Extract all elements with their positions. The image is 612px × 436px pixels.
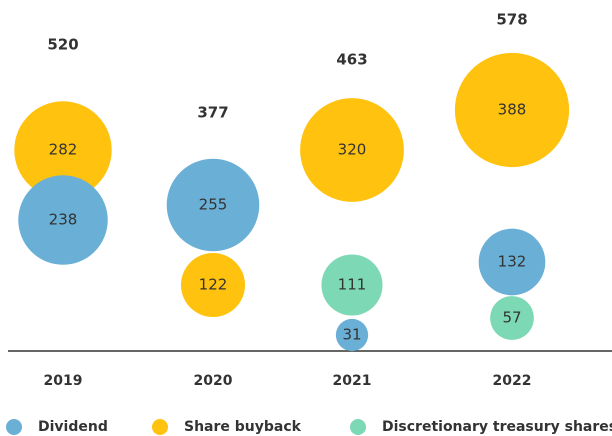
value-label: 132 <box>498 253 527 271</box>
value-label: 57 <box>502 309 521 327</box>
legend-swatch <box>350 419 366 435</box>
bubble <box>335 318 369 352</box>
bubble <box>14 101 112 199</box>
total-label: 520 <box>47 36 78 54</box>
value-label: 255 <box>199 196 228 214</box>
value-label: 122 <box>199 276 228 294</box>
value-label: 238 <box>49 211 78 229</box>
bubble <box>490 296 534 340</box>
bubble <box>321 254 383 316</box>
value-label: 388 <box>498 101 527 119</box>
legend-label: Dividend <box>38 419 108 435</box>
bubble <box>166 158 260 252</box>
total-label: 377 <box>197 104 228 122</box>
legend-swatch <box>6 419 22 435</box>
bubble <box>18 175 108 265</box>
x-tick-label: 2019 <box>44 373 83 389</box>
legend-swatch <box>152 419 168 435</box>
total-label: 463 <box>336 51 367 69</box>
value-label: 282 <box>49 141 78 159</box>
total-label: 578 <box>496 11 527 29</box>
value-label: 31 <box>342 326 361 344</box>
bubble <box>300 98 404 202</box>
value-label: 111 <box>338 276 367 294</box>
x-tick-label: 2021 <box>333 373 372 389</box>
bubble <box>478 228 546 296</box>
bubble <box>180 252 246 318</box>
value-label: 320 <box>338 141 367 159</box>
legend-label: Discretionary treasury shares* <box>382 419 612 435</box>
x-tick-label: 2022 <box>493 373 532 389</box>
x-tick-label: 2020 <box>194 373 233 389</box>
bubble <box>454 52 570 168</box>
legend-label: Share buyback <box>184 419 302 435</box>
